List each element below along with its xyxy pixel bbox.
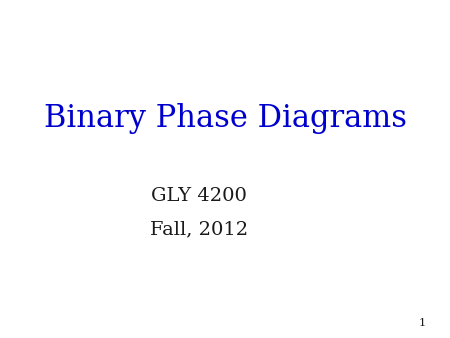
Text: GLY 4200: GLY 4200: [151, 187, 247, 205]
Text: Fall, 2012: Fall, 2012: [150, 221, 248, 239]
Text: Binary Phase Diagrams: Binary Phase Diagrams: [44, 103, 406, 134]
Text: 1: 1: [418, 318, 425, 328]
